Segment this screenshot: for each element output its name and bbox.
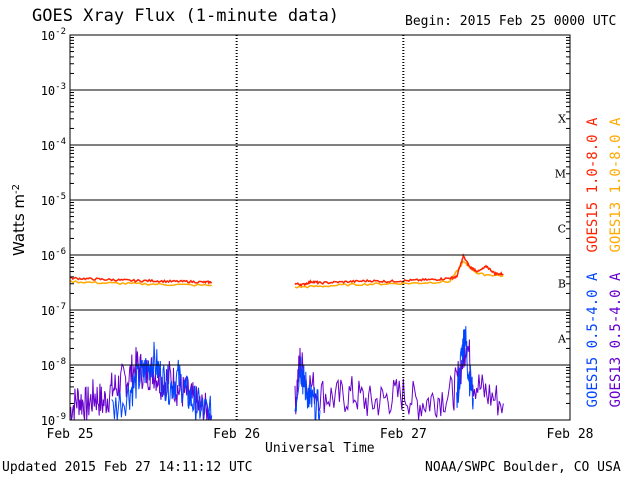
y-tick-label: 10-3 [41, 82, 66, 98]
flare-class-layer: A B C M X [555, 113, 567, 346]
flare-class-label: A [557, 333, 567, 346]
series-line-goes13-0-5-4-0-a [69, 347, 213, 421]
series-line-goes13-0-5-4-0-a [294, 339, 504, 420]
legend-entry: GOES15 1.0-8.0 A [585, 117, 601, 252]
flare-class-label: M [555, 168, 566, 181]
flare-class-label: B [558, 278, 566, 291]
series-line-goes15-1-0-8-0-a [69, 276, 213, 285]
flare-class-label: X [558, 113, 566, 126]
y-tick-mantissa: 10 [41, 414, 55, 428]
legend-layer: GOES15 1.0-8.0 A GOES13 1.0-8.0 A GOES15 0… [585, 117, 624, 407]
updated-timestamp: Updated 2015 Feb 27 14:11:12 UTC [2, 460, 253, 475]
series-line-goes13-1-0-8-0-a [69, 279, 212, 287]
x-tick-label: Feb 27 [380, 427, 427, 442]
y-tick-label: 10-2 [41, 27, 66, 43]
legend-entry: GOES13 1.0-8.0 A [608, 117, 624, 252]
y-tick-mantissa: 10 [41, 194, 55, 208]
y-tick-exponent: -5 [55, 192, 66, 202]
y-tick-exponent: -9 [55, 412, 66, 422]
y-tick-label: 10-8 [41, 357, 66, 373]
series-line-goes13-1-0-8-0-a [294, 260, 504, 289]
x-tick-label: Feb 28 [547, 427, 594, 442]
chart-title: GOES Xray Flux (1-minute data) [32, 6, 340, 26]
y-tick-mantissa: 10 [41, 359, 55, 373]
legend-entry: GOES15 0.5-4.0 A [585, 272, 601, 407]
grid-layer [70, 35, 570, 420]
series-line-goes15-1-0-8-0-a [294, 253, 504, 287]
y-tick-label: 10-5 [41, 192, 66, 208]
y-tick-exponent: -7 [55, 302, 66, 312]
y-tick-exponent: -3 [55, 82, 66, 92]
series-layer [69, 253, 504, 421]
y-tick-exponent: -6 [55, 247, 66, 257]
y-axis-label: Watts m-2 [10, 184, 28, 256]
x-axis-label: Universal Time [265, 441, 375, 456]
y-ticks-layer: 10-910-810-710-610-510-410-310-2 [41, 27, 570, 428]
legend-entry: GOES13 0.5-4.0 A [608, 272, 624, 407]
plot-frame [69, 34, 571, 421]
y-tick-exponent: -8 [55, 357, 66, 367]
y-tick-label: 10-7 [41, 302, 66, 318]
flare-class-label: C [558, 223, 566, 236]
y-tick-mantissa: 10 [41, 139, 55, 153]
x-tick-label: Feb 26 [213, 427, 260, 442]
y-tick-mantissa: 10 [41, 84, 55, 98]
y-axis-label-main: Watts m [10, 194, 28, 256]
credit-text: NOAA/SWPC Boulder, CO USA [425, 460, 621, 475]
y-tick-label: 10-9 [41, 412, 66, 428]
y-tick-label: 10-6 [41, 247, 66, 263]
series-line-goes15-0-5-4-0-a [111, 341, 213, 421]
y-tick-exponent: -2 [55, 27, 66, 37]
y-tick-mantissa: 10 [41, 29, 55, 43]
y-tick-mantissa: 10 [41, 304, 55, 318]
series-line-goes15-0-5-4-0-a [456, 326, 474, 410]
x-ticks-layer: Feb 25 Feb 26 Feb 27 Feb 28 [47, 427, 594, 442]
y-tick-mantissa: 10 [41, 249, 55, 263]
series-line-goes15-0-5-4-0-a [294, 356, 321, 421]
begin-time: Begin: 2015 Feb 25 0000 UTC [405, 14, 617, 29]
y-tick-exponent: -4 [55, 137, 66, 147]
y-tick-label: 10-4 [41, 137, 66, 153]
x-tick-label: Feb 25 [47, 427, 94, 442]
y-axis-label-exp: -2 [11, 184, 22, 194]
